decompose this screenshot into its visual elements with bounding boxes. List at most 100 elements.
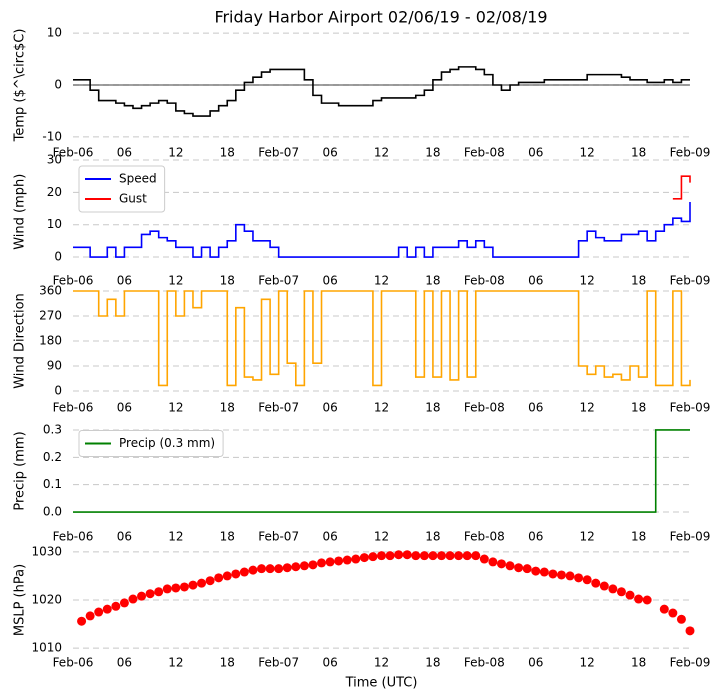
x-tick-label: 06 bbox=[117, 656, 132, 670]
point bbox=[668, 608, 678, 618]
x-tick-label: 18 bbox=[220, 530, 235, 544]
point bbox=[214, 573, 224, 583]
legend-label: Speed bbox=[119, 172, 157, 186]
x-tick-label: 18 bbox=[631, 401, 646, 415]
point bbox=[659, 604, 669, 614]
x-tick-label: 06 bbox=[322, 530, 337, 544]
x-tick-label: Feb-07 bbox=[258, 146, 299, 160]
point bbox=[505, 561, 515, 571]
y-axis-label: Wind Direction bbox=[13, 293, 28, 389]
x-tick-label: 18 bbox=[425, 274, 440, 288]
x-tick-label: 12 bbox=[580, 274, 595, 288]
point bbox=[462, 551, 472, 561]
y-tick-label: 360 bbox=[39, 284, 62, 298]
y-tick-label: 0.2 bbox=[43, 450, 62, 464]
point bbox=[411, 551, 421, 561]
point bbox=[531, 566, 541, 576]
point bbox=[274, 564, 284, 574]
x-tick-label: Feb-08 bbox=[464, 146, 505, 160]
point bbox=[454, 551, 464, 561]
y-axis-label: Precip (mm) bbox=[13, 431, 28, 510]
x-tick-label: Feb-06 bbox=[53, 401, 94, 415]
point bbox=[162, 584, 172, 594]
y-tick-label: 0 bbox=[54, 384, 62, 398]
point bbox=[514, 563, 524, 573]
series-line bbox=[73, 202, 691, 258]
y-tick-label: 0.3 bbox=[43, 422, 62, 436]
point bbox=[574, 573, 584, 583]
x-tick-label: 06 bbox=[117, 146, 132, 160]
point bbox=[445, 551, 455, 561]
point bbox=[556, 570, 566, 580]
point bbox=[282, 563, 292, 573]
x-tick-label: Feb-09 bbox=[670, 656, 711, 670]
point bbox=[471, 551, 481, 561]
x-tick-label: Feb-06 bbox=[53, 530, 94, 544]
point bbox=[291, 562, 301, 572]
x-tick-label: 06 bbox=[528, 401, 543, 415]
x-tick-label: 18 bbox=[220, 401, 235, 415]
x-tick-label: 18 bbox=[425, 401, 440, 415]
y-tick-label: 1020 bbox=[31, 593, 62, 607]
x-tick-label: 12 bbox=[168, 401, 183, 415]
y-tick-label: 1030 bbox=[31, 544, 62, 558]
x-tick-label: 06 bbox=[322, 656, 337, 670]
x-tick-label: 06 bbox=[117, 274, 132, 288]
x-tick-label: 12 bbox=[168, 530, 183, 544]
point bbox=[351, 554, 361, 564]
y-axis-label: Wind (mph) bbox=[13, 174, 28, 250]
series-line bbox=[73, 429, 690, 513]
x-tick-label: Feb-09 bbox=[670, 146, 711, 160]
y-axis-label: MSLP (hPa) bbox=[13, 564, 28, 636]
x-tick-label: Feb-08 bbox=[464, 274, 505, 288]
x-tick-label: 18 bbox=[631, 530, 646, 544]
x-tick-label: 12 bbox=[580, 146, 595, 160]
y-tick-label: 20 bbox=[47, 185, 62, 199]
point bbox=[608, 584, 618, 594]
point bbox=[634, 594, 644, 604]
x-tick-label: Feb-06 bbox=[53, 274, 94, 288]
y-tick-label: 0.0 bbox=[43, 505, 62, 519]
x-tick-label: 12 bbox=[374, 401, 389, 415]
x-tick-label: Feb-08 bbox=[464, 656, 505, 670]
point bbox=[582, 575, 592, 585]
x-tick-label: 18 bbox=[425, 656, 440, 670]
point bbox=[248, 565, 258, 575]
point bbox=[419, 551, 429, 561]
x-tick-label: 06 bbox=[528, 656, 543, 670]
point bbox=[565, 571, 575, 581]
point bbox=[642, 595, 652, 605]
series-line bbox=[73, 290, 691, 387]
point bbox=[616, 587, 626, 597]
point bbox=[102, 604, 112, 614]
point bbox=[171, 583, 181, 593]
x-tick-label: 12 bbox=[168, 146, 183, 160]
x-tick-label: 18 bbox=[220, 274, 235, 288]
x-tick-label: 18 bbox=[425, 530, 440, 544]
point bbox=[222, 571, 232, 581]
point bbox=[334, 556, 344, 566]
point bbox=[599, 581, 609, 591]
x-tick-label: 06 bbox=[528, 146, 543, 160]
point bbox=[428, 551, 438, 561]
point bbox=[479, 554, 489, 564]
y-tick-label: 180 bbox=[39, 334, 62, 348]
point bbox=[197, 578, 207, 588]
point bbox=[94, 607, 104, 617]
x-tick-label: Feb-08 bbox=[464, 530, 505, 544]
point bbox=[342, 555, 352, 565]
point bbox=[231, 569, 241, 579]
x-tick-label: Feb-09 bbox=[670, 530, 711, 544]
x-tick-label: Feb-07 bbox=[258, 274, 299, 288]
x-tick-label: 12 bbox=[580, 530, 595, 544]
x-tick-label: 12 bbox=[374, 530, 389, 544]
point bbox=[308, 560, 318, 570]
point bbox=[179, 582, 189, 592]
x-axis-label: Time (UTC) bbox=[345, 676, 418, 691]
legend-label: Gust bbox=[119, 192, 147, 206]
x-tick-label: 06 bbox=[322, 401, 337, 415]
y-tick-label: 30 bbox=[47, 153, 62, 167]
point bbox=[239, 567, 249, 577]
point bbox=[154, 587, 164, 597]
point bbox=[625, 590, 635, 600]
